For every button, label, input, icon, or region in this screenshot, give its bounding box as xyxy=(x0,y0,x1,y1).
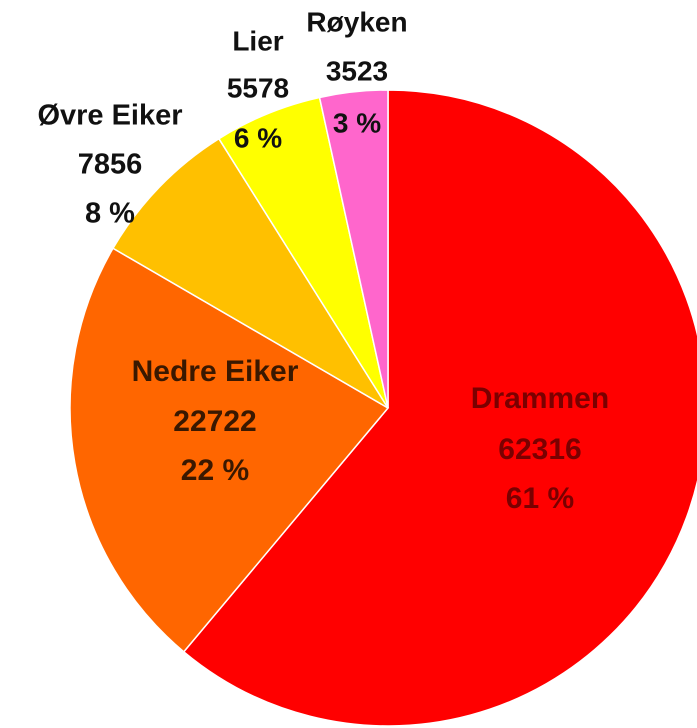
slice-name: Øvre Eiker xyxy=(37,100,182,132)
pie-slice xyxy=(182,89,697,727)
pie-slice xyxy=(69,247,390,653)
pie-slice xyxy=(318,89,389,409)
slice-name: Røyken xyxy=(306,6,407,37)
slice-value: 7856 xyxy=(78,149,143,181)
slice-value: 5578 xyxy=(227,72,289,103)
slice-name: Lier xyxy=(232,25,283,56)
slice-value: 22722 xyxy=(173,405,256,438)
slice-percent: 3 % xyxy=(333,107,381,138)
slice-value: 62316 xyxy=(498,433,581,466)
slice-percent: 6 % xyxy=(234,122,282,153)
slice-name: Drammen xyxy=(471,382,609,415)
slice-value: 3523 xyxy=(326,55,388,86)
slice-percent: 22 % xyxy=(181,454,249,487)
pie-slice xyxy=(111,137,389,409)
slice-name: Nedre Eiker xyxy=(132,355,299,388)
slice-percent: 8 % xyxy=(85,198,135,230)
slice-percent: 61 % xyxy=(506,482,574,515)
